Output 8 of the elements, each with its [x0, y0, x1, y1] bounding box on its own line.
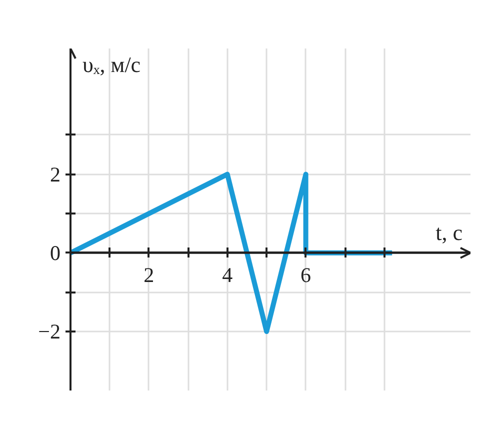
- y-tick-label: −2: [38, 320, 60, 344]
- y-tick-label: 0: [50, 240, 60, 265]
- x-tick-label: 4: [222, 262, 234, 287]
- y-axis-title: υₓ, м/с: [82, 52, 141, 77]
- x-tick-label: 2: [144, 262, 154, 287]
- x-axis-title: t, с: [436, 220, 463, 245]
- y-tick-label: 2: [50, 162, 60, 186]
- x-tick-label: 6: [300, 262, 312, 287]
